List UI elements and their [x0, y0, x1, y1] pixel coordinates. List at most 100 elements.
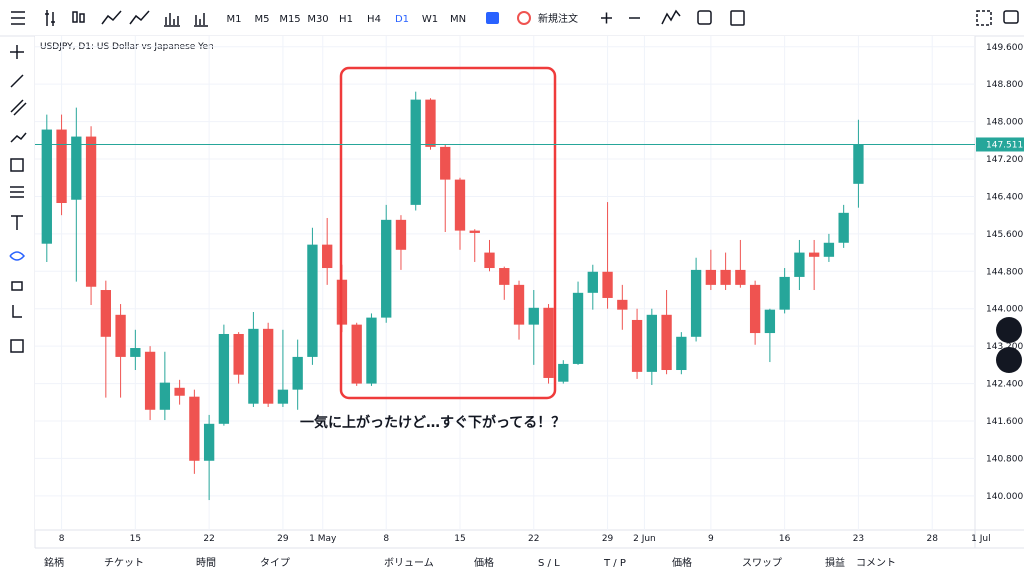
- candle-body: [366, 317, 377, 384]
- column-header: チケット: [104, 557, 144, 569]
- fullscreen-icon[interactable]: [976, 10, 992, 26]
- timeframe[interactable]: H4: [367, 14, 381, 25]
- x-tick-label: 8: [383, 534, 389, 544]
- y-tick-label: 148.800: [986, 80, 1023, 90]
- notes-icon[interactable]: [730, 10, 745, 26]
- order-icon[interactable]: [517, 11, 531, 25]
- x-tick-label: 15: [130, 534, 141, 544]
- candle-body: [85, 136, 97, 287]
- zoom-in[interactable]: [601, 12, 612, 24]
- column-header: コメント: [856, 558, 896, 569]
- candle-body: [617, 299, 628, 310]
- column-header: 価格: [474, 556, 494, 569]
- y-tick-label: 143.200: [986, 342, 1023, 352]
- candle-body: [749, 284, 761, 334]
- pattern-tool[interactable]: [10, 132, 27, 143]
- y-tick-label: 149.600: [986, 43, 1023, 53]
- candle-body: [572, 292, 584, 364]
- y-tick-label: 140.800: [986, 454, 1023, 464]
- x-tick-label: 1 Jul: [971, 534, 990, 544]
- y-tick-label: 147.200: [986, 155, 1023, 165]
- candle-body: [159, 382, 171, 410]
- layers-tool[interactable]: [10, 339, 24, 353]
- y-tick-label: 145.600: [986, 230, 1023, 240]
- timeframe-bar: M1 M5 M15 M30 H1 H4 D1 W1 MN: [227, 14, 467, 25]
- x-tick-label: 16: [779, 534, 791, 544]
- lock-tool[interactable]: [11, 281, 23, 291]
- column-header: 損益: [825, 556, 845, 569]
- menu-icon[interactable]: [11, 11, 25, 25]
- x-tick-label: 9: [708, 534, 714, 544]
- ai-button[interactable]: [996, 317, 1022, 343]
- text-tool[interactable]: [11, 215, 23, 230]
- timeframe[interactable]: W1: [422, 14, 438, 25]
- calendar-icon[interactable]: [697, 10, 712, 25]
- timeframe[interactable]: M30: [307, 14, 328, 25]
- column-header: 価格: [672, 556, 692, 569]
- screenshot-icon[interactable]: [1003, 10, 1019, 24]
- annotation: 一気に上がったけど…すぐ下がってる！？: [300, 414, 565, 431]
- crosshair-tool[interactable]: [10, 45, 24, 59]
- candle-body: [838, 212, 849, 243]
- candle-body: [203, 423, 215, 461]
- candle-body: [764, 309, 776, 334]
- candle-body: [720, 269, 731, 285]
- left-toolbar: [9, 36, 36, 548]
- candle-body: [823, 242, 835, 257]
- x-tick-label: 22: [203, 534, 214, 544]
- fib-tool[interactable]: [10, 186, 24, 198]
- hide-tool[interactable]: [9, 251, 25, 261]
- y-tick-label: 142.400: [986, 380, 1023, 390]
- candle-body: [351, 324, 362, 384]
- order-button[interactable]: 新規注文: [538, 12, 578, 25]
- channel-tool[interactable]: [10, 99, 27, 116]
- price-label: 147.511: [986, 140, 1023, 150]
- candle-body: [631, 319, 643, 372]
- line-tool[interactable]: [10, 74, 24, 88]
- tree-tool[interactable]: [12, 305, 22, 318]
- candle-body: [602, 271, 613, 298]
- candle-body: [646, 314, 657, 372]
- translate-button[interactable]: [996, 347, 1022, 373]
- column-header: S / L: [538, 558, 560, 569]
- x-tick-label: 1 May: [309, 534, 337, 544]
- candle-body: [853, 144, 864, 184]
- x-tick-label: 29: [602, 534, 614, 544]
- column-header: ボリューム: [384, 557, 434, 569]
- timeframe[interactable]: MN: [450, 14, 466, 25]
- candle-body: [277, 389, 289, 404]
- candle-body: [41, 129, 52, 244]
- candle-body: [395, 219, 407, 250]
- timeframe[interactable]: M1: [227, 14, 242, 25]
- chart-type-icons[interactable]: [45, 10, 208, 27]
- y-tick-label: 144.800: [986, 267, 1023, 277]
- candle-body: [262, 328, 274, 404]
- candle-body: [218, 333, 230, 424]
- y-tick-label: 148.000: [986, 118, 1023, 128]
- shape-tool[interactable]: [10, 158, 24, 172]
- candle-body: [174, 387, 185, 396]
- indicator-icon[interactable]: [661, 9, 681, 25]
- candle-body: [440, 146, 451, 180]
- timeframe[interactable]: M5: [255, 14, 270, 25]
- candle-body: [513, 284, 525, 325]
- y-tick-label: 146.400: [986, 192, 1023, 202]
- timeframe[interactable]: M15: [279, 14, 300, 25]
- column-header: スワップ: [742, 557, 782, 569]
- candle-body: [130, 348, 141, 357]
- candle-body: [144, 351, 156, 410]
- trade-icon[interactable]: [486, 12, 499, 24]
- candle-body: [558, 363, 569, 382]
- candle-body: [705, 269, 717, 285]
- x-tick-label: 2 Jun: [633, 534, 656, 544]
- x-tick-label: 22: [528, 534, 539, 544]
- grid: [35, 36, 975, 530]
- column-header: タイプ: [260, 557, 290, 569]
- positions-panel: [35, 548, 1024, 576]
- column-header: 銘柄: [44, 556, 64, 569]
- candle-body: [307, 244, 318, 357]
- timeframe[interactable]: H1: [339, 14, 353, 25]
- timeframe[interactable]: D1: [395, 14, 409, 25]
- y-tick-label: 140.000: [986, 492, 1023, 502]
